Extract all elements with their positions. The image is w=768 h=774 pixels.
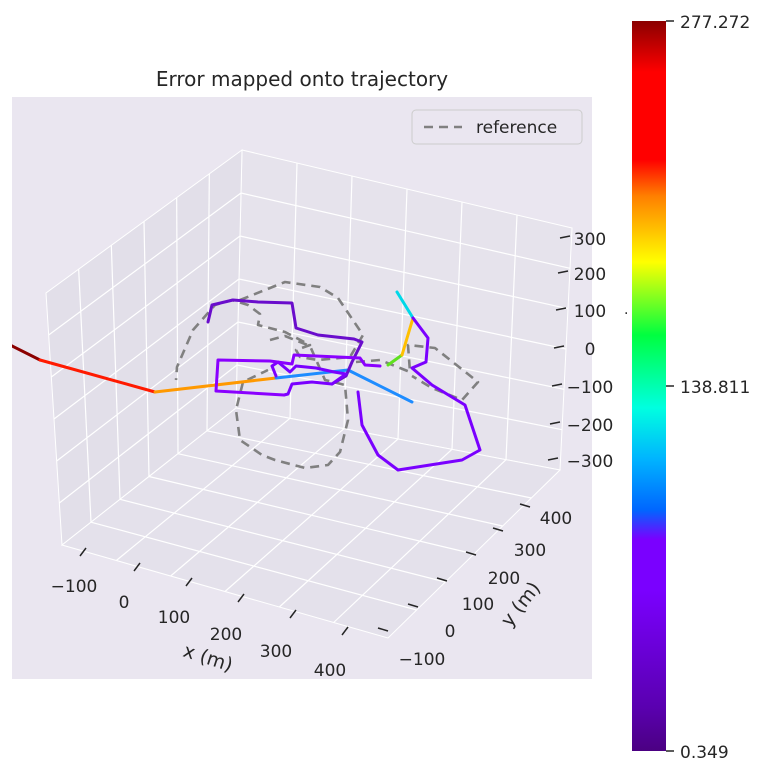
legend: reference: [411, 109, 583, 145]
colorbar-gradient: [632, 21, 666, 751]
trajectory-segment-high-error: [12, 344, 42, 362]
colorbar-label-min: 0.349: [680, 743, 729, 763]
z-tick-label: −100: [567, 378, 614, 398]
y-tick-label: 300: [514, 541, 546, 561]
trajectory-segment-green: [386, 353, 404, 367]
trajectory-segment-violet-4: [356, 316, 482, 472]
y-tick-label: 0: [445, 622, 456, 642]
y-tick-label: 200: [488, 569, 520, 589]
trajectory-segment-yellow: [400, 316, 415, 357]
x-tick-label: 0: [119, 593, 130, 613]
y-tick-mark: [377, 627, 389, 632]
x-tick-mark: [237, 593, 245, 603]
x-tick-mark: [79, 547, 87, 557]
y-tick-label: −100: [399, 650, 446, 670]
trajectory-segment-violet-1: [206, 298, 364, 386]
trajectory-segment-cyan: [395, 290, 415, 320]
colorbar: 277.272 138.811 0.349: [632, 13, 750, 763]
z-axis-ticks: 300 200 100 0 −100 −200 −300: [547, 230, 614, 472]
z-tick-mark: [553, 345, 565, 349]
z-tick-mark: [549, 421, 561, 425]
reference-loop-2: [234, 334, 350, 470]
y-tick-mark: [492, 527, 504, 532]
y-tick-label: 400: [540, 509, 572, 529]
x-tick-mark: [341, 626, 349, 636]
x-tick-label: 300: [260, 642, 292, 662]
x-tick-mark: [289, 609, 297, 619]
z-tick-label: 200: [574, 265, 606, 285]
grid-line: [58, 364, 238, 504]
z-axis-tick-partial: ·: [624, 306, 628, 322]
z-tick-label: 100: [574, 302, 606, 322]
colorbar-label-mid: 138.811: [680, 378, 750, 398]
z-tick-label: −300: [567, 452, 614, 472]
z-tick-mark: [547, 457, 559, 461]
z-tick-mark: [559, 235, 571, 239]
x-tick-mark: [185, 577, 193, 587]
trajectory-segment-red: [38, 358, 157, 394]
x-tick-mark: [133, 562, 141, 572]
x-axis-ticks: −100 0 100 200 300 400: [51, 547, 349, 681]
x-tick-label: 400: [314, 661, 346, 681]
trajectory-segment-violet-3: [214, 353, 382, 397]
legend-box: [411, 109, 583, 145]
y-tick-mark: [465, 551, 477, 556]
y-tick-label: 100: [462, 595, 494, 615]
z-tick-mark: [555, 307, 567, 311]
z-tick-label: 300: [574, 230, 606, 250]
y-axis-ticks: −100 0 100 200 300 400: [377, 503, 572, 670]
y-tick-mark: [407, 603, 419, 608]
grid-line: [333, 459, 507, 623]
x-tick-label: 100: [158, 608, 190, 628]
legend-label-reference: reference: [476, 118, 557, 138]
y-tick-mark: [519, 503, 531, 508]
x-tick-label: −100: [51, 577, 98, 597]
z-tick-mark: [557, 270, 569, 274]
z-tick-label: 0: [585, 340, 596, 360]
colorbar-label-max: 277.272: [680, 13, 750, 33]
estimated-trajectory: [12, 290, 482, 472]
z-tick-label: −200: [567, 416, 614, 436]
x-tick-label: 200: [210, 625, 242, 645]
z-tick-mark: [551, 383, 563, 387]
chart-title: Error mapped onto trajectory: [156, 67, 448, 91]
y-tick-mark: [436, 577, 448, 582]
